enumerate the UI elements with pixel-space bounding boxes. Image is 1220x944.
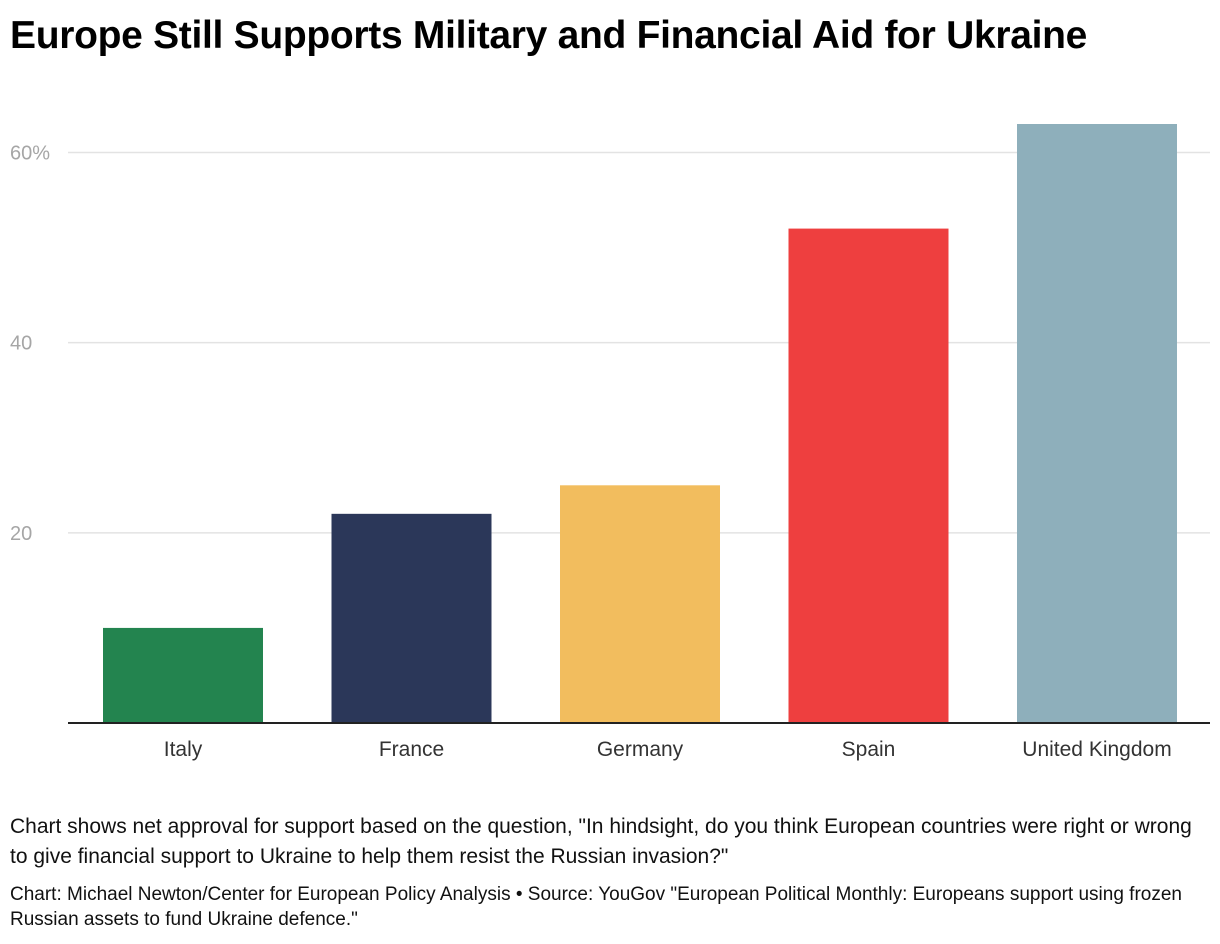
x-tick-label: France	[379, 738, 444, 761]
x-axis: Italy France Germany Spain United Kingdom	[68, 722, 1210, 761]
y-tick-label: 60%	[10, 143, 50, 165]
bars	[103, 124, 1177, 724]
x-tick-label: Germany	[597, 738, 684, 761]
y-tick-label: 20	[10, 523, 32, 545]
bar-france	[331, 513, 492, 723]
bar-chart: 20 40 60% Italy France Germany Spain United Ki…	[10, 124, 1210, 761]
bar-germany	[560, 485, 720, 723]
chart-source: Chart: Michael Newton/Center for Europea…	[10, 884, 1182, 930]
bar-spain	[788, 228, 949, 724]
x-tick-label: Spain	[842, 738, 896, 761]
x-tick-label: United Kingdom	[1022, 738, 1171, 761]
bar-italy	[103, 627, 263, 723]
bar-united-kingdom	[1017, 124, 1177, 723]
chart-title: Europe Still Supports Military and Finan…	[10, 14, 1088, 57]
chart-note: Chart shows net approval for support bas…	[10, 815, 1192, 868]
y-tick-label: 40	[10, 333, 32, 355]
x-tick-label: Italy	[164, 738, 203, 761]
